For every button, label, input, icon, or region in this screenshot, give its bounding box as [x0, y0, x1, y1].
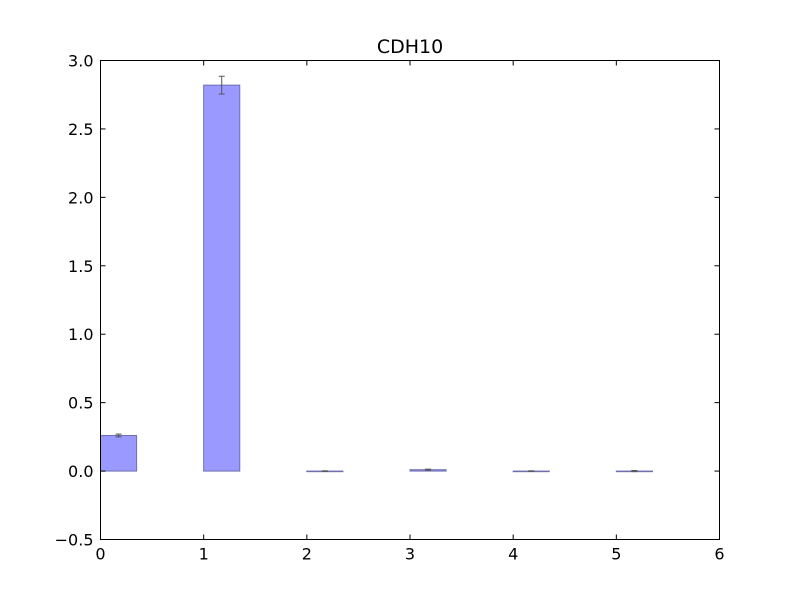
error-bar-1 — [218, 75, 225, 95]
x-tick-label: 0 — [95, 545, 105, 564]
bar-1 — [203, 84, 241, 472]
y-tick-label: 1.0 — [68, 325, 93, 344]
error-bar-2 — [321, 470, 328, 472]
x-tick-label: 4 — [508, 545, 518, 564]
y-tick-labels: −0.5 0.0 0.5 1.0 1.5 2.0 2.5 3.0 — [55, 52, 94, 550]
bars-layer — [100, 84, 653, 473]
plot-frame — [100, 60, 720, 540]
error-bar-5 — [631, 470, 638, 473]
x-tick-label: 5 — [611, 545, 621, 564]
x-tick-label: 2 — [302, 545, 312, 564]
chart-title: CDH10 — [377, 36, 443, 58]
x-tick-label: 3 — [405, 545, 415, 564]
error-bar-4 — [528, 470, 535, 472]
y-tick-label: 2.5 — [68, 120, 93, 139]
error-bars-layer — [115, 75, 638, 473]
ticks-layer — [100, 60, 720, 540]
error-bar-0 — [115, 433, 122, 438]
bar-0 — [100, 434, 138, 472]
x-tick-label: 1 — [199, 545, 209, 564]
x-tick-label: 6 — [714, 545, 724, 564]
y-tick-label: 0.5 — [68, 394, 93, 413]
y-tick-label: 1.5 — [68, 257, 93, 276]
y-tick-label: −0.5 — [55, 531, 94, 550]
y-tick-label: 0.0 — [68, 462, 93, 481]
y-tick-label: 3.0 — [68, 52, 93, 71]
y-tick-label: 2.0 — [68, 188, 93, 207]
x-tick-labels: 0 1 2 3 4 5 6 — [95, 545, 724, 564]
error-bar-3 — [425, 468, 432, 471]
